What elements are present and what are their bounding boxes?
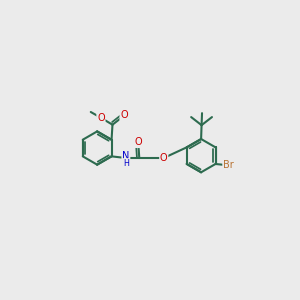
- Text: Br: Br: [223, 160, 234, 170]
- Text: O: O: [160, 153, 168, 163]
- Text: H: H: [123, 158, 129, 167]
- Text: O: O: [134, 137, 142, 147]
- Text: O: O: [97, 113, 105, 123]
- Text: N: N: [122, 152, 130, 161]
- Text: O: O: [120, 110, 128, 120]
